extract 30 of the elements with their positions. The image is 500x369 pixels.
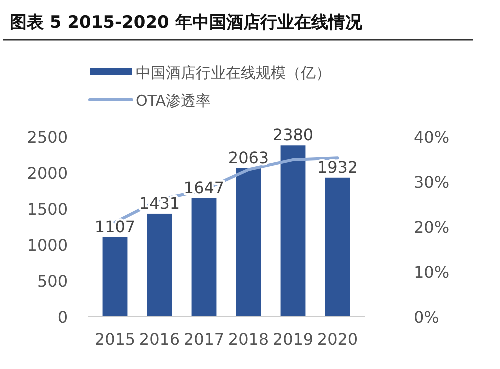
y2-tick-label: 20%: [414, 218, 450, 237]
bar: [192, 198, 217, 317]
y-tick-label: 1500: [27, 200, 68, 219]
x-tick-label: 2018: [228, 330, 270, 349]
y-tick-label: 1000: [27, 236, 68, 255]
x-tick-label: 2016: [139, 330, 180, 349]
legend-label: OTA渗透率: [136, 92, 212, 110]
bar: [102, 237, 128, 317]
bar: [147, 214, 172, 317]
x-tick-label: 2020: [317, 330, 358, 349]
y-tick-label: 0: [58, 308, 68, 327]
bar: [325, 178, 350, 317]
x-tick-label: 2019: [272, 330, 314, 349]
x-tick-label: 2015: [94, 330, 136, 349]
y2-tick-label: 40%: [414, 128, 450, 147]
y-tick-label: 2000: [27, 164, 68, 183]
bar: [236, 168, 262, 317]
data-label: 2380: [272, 126, 314, 145]
chart-title: 图表 5 2015-2020 年中国酒店行业在线情况: [10, 13, 364, 33]
bar: [280, 146, 306, 317]
data-label: 2063: [228, 148, 270, 168]
data-label: 1932: [317, 158, 358, 177]
y-tick-label: 2500: [27, 128, 68, 147]
legend-label: 中国酒店行业在线规模（亿）: [136, 64, 331, 82]
y-tick-label: 500: [37, 272, 68, 291]
y2-tick-label: 30%: [414, 173, 450, 192]
x-tick-label: 2017: [184, 330, 225, 349]
data-label: 1107: [94, 217, 136, 236]
y2-tick-label: 0%: [414, 308, 440, 327]
y2-tick-label: 10%: [414, 263, 450, 282]
